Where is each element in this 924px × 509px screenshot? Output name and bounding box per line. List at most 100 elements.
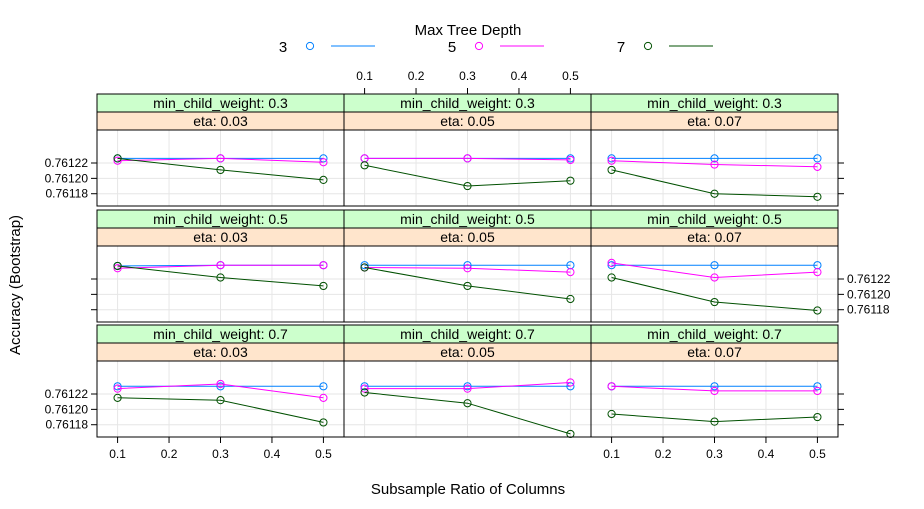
bottom-x-tick-label: 0.2	[161, 447, 178, 461]
series-point-5	[463, 384, 472, 393]
bottom-x-axis: 0.1 0.2 0.3 0.4 0.5 0.1 0.2 0.3 0.4 0.5	[109, 437, 826, 461]
series-point-7	[463, 181, 472, 191]
bottom-x-tick-label: 0.1	[109, 447, 126, 461]
y-axis-label: Accuracy (Bootstrap)	[7, 215, 24, 355]
series-point-5	[216, 154, 225, 163]
series-point-5	[710, 160, 719, 169]
series-point-7	[607, 165, 616, 175]
series-point-5	[463, 264, 472, 273]
strip-top-label: min_child_weight: 0.7	[647, 326, 782, 342]
series-point-7	[710, 297, 719, 307]
strip-top-label: min_child_weight: 0.5	[153, 211, 288, 227]
series-line-7	[611, 169, 818, 198]
bottom-x-tick-label: 0.5	[315, 447, 332, 461]
series-line-7	[117, 397, 324, 423]
series-point-5	[463, 154, 472, 163]
series-point-3	[319, 154, 328, 163]
bottom-x-tick-label: 0.3	[706, 447, 723, 461]
series-point-7	[216, 165, 225, 175]
series-point-5	[566, 155, 575, 165]
series-point-7	[463, 281, 472, 291]
series-point-3	[319, 382, 328, 391]
series-point-5	[113, 156, 122, 165]
series-point-5	[710, 273, 719, 282]
legend-marker-5	[474, 41, 484, 51]
panel-7: min_child_weight: 0.7 eta: 0.03	[96, 324, 345, 438]
series-point-5	[607, 156, 616, 165]
bottom-x-tick-label: 0.2	[655, 447, 672, 461]
panel-5: min_child_weight: 0.5 eta: 0.05	[343, 209, 592, 323]
left-y-tick-label: 0.76120	[45, 171, 89, 185]
series-line-5	[117, 383, 324, 399]
bottom-x-tick-label: 0.5	[809, 447, 826, 461]
series-point-7	[813, 306, 822, 315]
top-x-tick-label: 0.3	[459, 69, 476, 83]
series-point-5	[813, 386, 822, 396]
series-point-5	[216, 379, 225, 389]
series-point-5	[710, 386, 719, 396]
series-line-7	[364, 392, 571, 435]
series-point-5	[319, 158, 328, 167]
series-point-7	[463, 399, 472, 408]
strip-top-label: min_child_weight: 0.5	[647, 211, 782, 227]
series-point-5	[360, 384, 369, 393]
series-line-5	[117, 264, 324, 269]
right-y-tick-label: 0.76118	[847, 303, 890, 317]
series-point-7	[566, 429, 575, 439]
series-point-5	[813, 268, 822, 277]
series-point-5	[566, 378, 575, 387]
strip-top-label: min_child_weight: 0.3	[647, 95, 782, 111]
strip-top-label: min_child_weight: 0.3	[153, 95, 288, 111]
panel-frame	[590, 129, 839, 207]
series-point-5	[216, 261, 225, 270]
legend-title: Max Tree Depth	[415, 22, 522, 39]
bottom-x-tick-label: 0.4	[758, 447, 775, 461]
series-line-7	[364, 267, 571, 300]
panel-4: min_child_weight: 0.5 eta: 0.03	[96, 209, 345, 323]
strip-top-label: min_child_weight: 0.3	[400, 95, 535, 111]
left-y-tick-label: 0.76118	[46, 418, 89, 432]
strip-bottom-label: eta: 0.03	[193, 229, 248, 245]
series-line-5	[117, 157, 324, 163]
series-point-7	[566, 294, 575, 304]
series-point-7	[710, 189, 719, 198]
strip-bottom-label: eta: 0.07	[687, 344, 742, 360]
series-line-7	[611, 413, 818, 423]
series-line-7	[117, 157, 324, 181]
series-line-5	[611, 262, 818, 279]
series-point-3	[360, 261, 369, 270]
series-line-5	[364, 382, 571, 390]
left-y-axis: 0.761180.761200.761220.761180.761200.761…	[45, 156, 97, 432]
series-point-5	[113, 384, 122, 393]
series-point-3	[607, 261, 616, 270]
top-x-tick-label: 0.5	[562, 69, 579, 83]
series-point-7	[113, 261, 122, 271]
series-point-7	[360, 388, 369, 397]
panel-2: min_child_weight: 0.3 eta: 0.05	[343, 93, 592, 207]
strip-top-label: min_child_weight: 0.7	[153, 326, 288, 342]
legend-marker-3	[305, 41, 315, 51]
series-point-7	[360, 161, 369, 170]
series-point-5	[607, 382, 616, 391]
right-y-tick-label: 0.76120	[847, 287, 891, 301]
bottom-x-tick-label: 0.1	[603, 447, 620, 461]
panel-8: min_child_weight: 0.7 eta: 0.05	[343, 324, 592, 439]
top-x-tick-label: 0.4	[511, 69, 528, 83]
series-point-5	[813, 162, 822, 171]
legend: Max Tree Depth 3 5 7	[279, 22, 713, 56]
left-y-tick-label: 0.76118	[46, 187, 89, 201]
left-y-tick-label: 0.76122	[45, 156, 89, 170]
left-y-tick-label: 0.76122	[45, 387, 89, 401]
legend-label-3: 3	[279, 39, 287, 56]
series-point-5	[319, 261, 328, 270]
series-line-7	[611, 277, 818, 311]
series-line-5	[611, 385, 818, 392]
series-point-3	[463, 382, 472, 391]
x-axis-label: Subsample Ratio of Columns	[371, 481, 565, 498]
series-line-5	[611, 160, 818, 168]
strip-bottom-label: eta: 0.07	[687, 229, 742, 245]
strip-top-label: min_child_weight: 0.7	[400, 326, 535, 342]
series-point-7	[319, 418, 328, 427]
